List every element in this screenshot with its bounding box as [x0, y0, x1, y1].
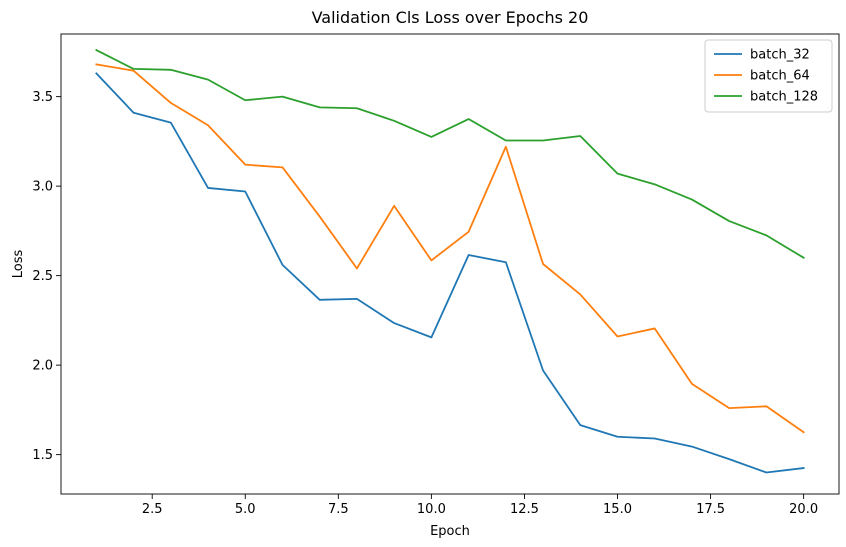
x-tick-label: 2.5	[142, 502, 163, 517]
series-line-batch-64	[95, 63, 805, 434]
x-axis-label: Epoch	[430, 524, 470, 539]
chart-title: Validation Cls Loss over Epochs 20	[312, 8, 589, 27]
plot-frame	[60, 33, 840, 495]
legend-label: batch_128	[750, 90, 818, 105]
x-tick-label: 10.0	[417, 502, 446, 517]
y-tick-label: 2.5	[32, 269, 53, 284]
legend: batch_32 batch_64 batch_128	[704, 39, 833, 113]
x-axis-ticks: 2.5 5.0 7.5 10.0 12.5 15.0 17.5 20.0	[142, 494, 818, 517]
series-line-batch-32	[95, 72, 805, 474]
x-tick-label: 5.0	[235, 502, 256, 517]
x-tick-label: 7.5	[328, 502, 349, 517]
plot-lines	[95, 48, 805, 474]
y-tick-label: 1.5	[32, 448, 53, 463]
y-tick-label: 3.0	[32, 180, 53, 195]
legend-label: batch_32	[750, 48, 810, 63]
legend-label: batch_64	[750, 69, 810, 84]
legend-box	[704, 39, 833, 113]
y-tick-label: 3.5	[32, 90, 53, 105]
series-line-batch-128	[95, 48, 805, 259]
y-tick-label: 2.0	[32, 359, 53, 374]
y-axis-label: Loss	[11, 250, 26, 279]
x-tick-label: 12.5	[510, 502, 539, 517]
y-axis-ticks: 1.5 2.0 2.5 3.0 3.5	[32, 90, 61, 463]
x-tick-label: 15.0	[603, 502, 632, 517]
x-tick-label: 20.0	[789, 502, 818, 517]
x-tick-label: 17.5	[696, 502, 725, 517]
